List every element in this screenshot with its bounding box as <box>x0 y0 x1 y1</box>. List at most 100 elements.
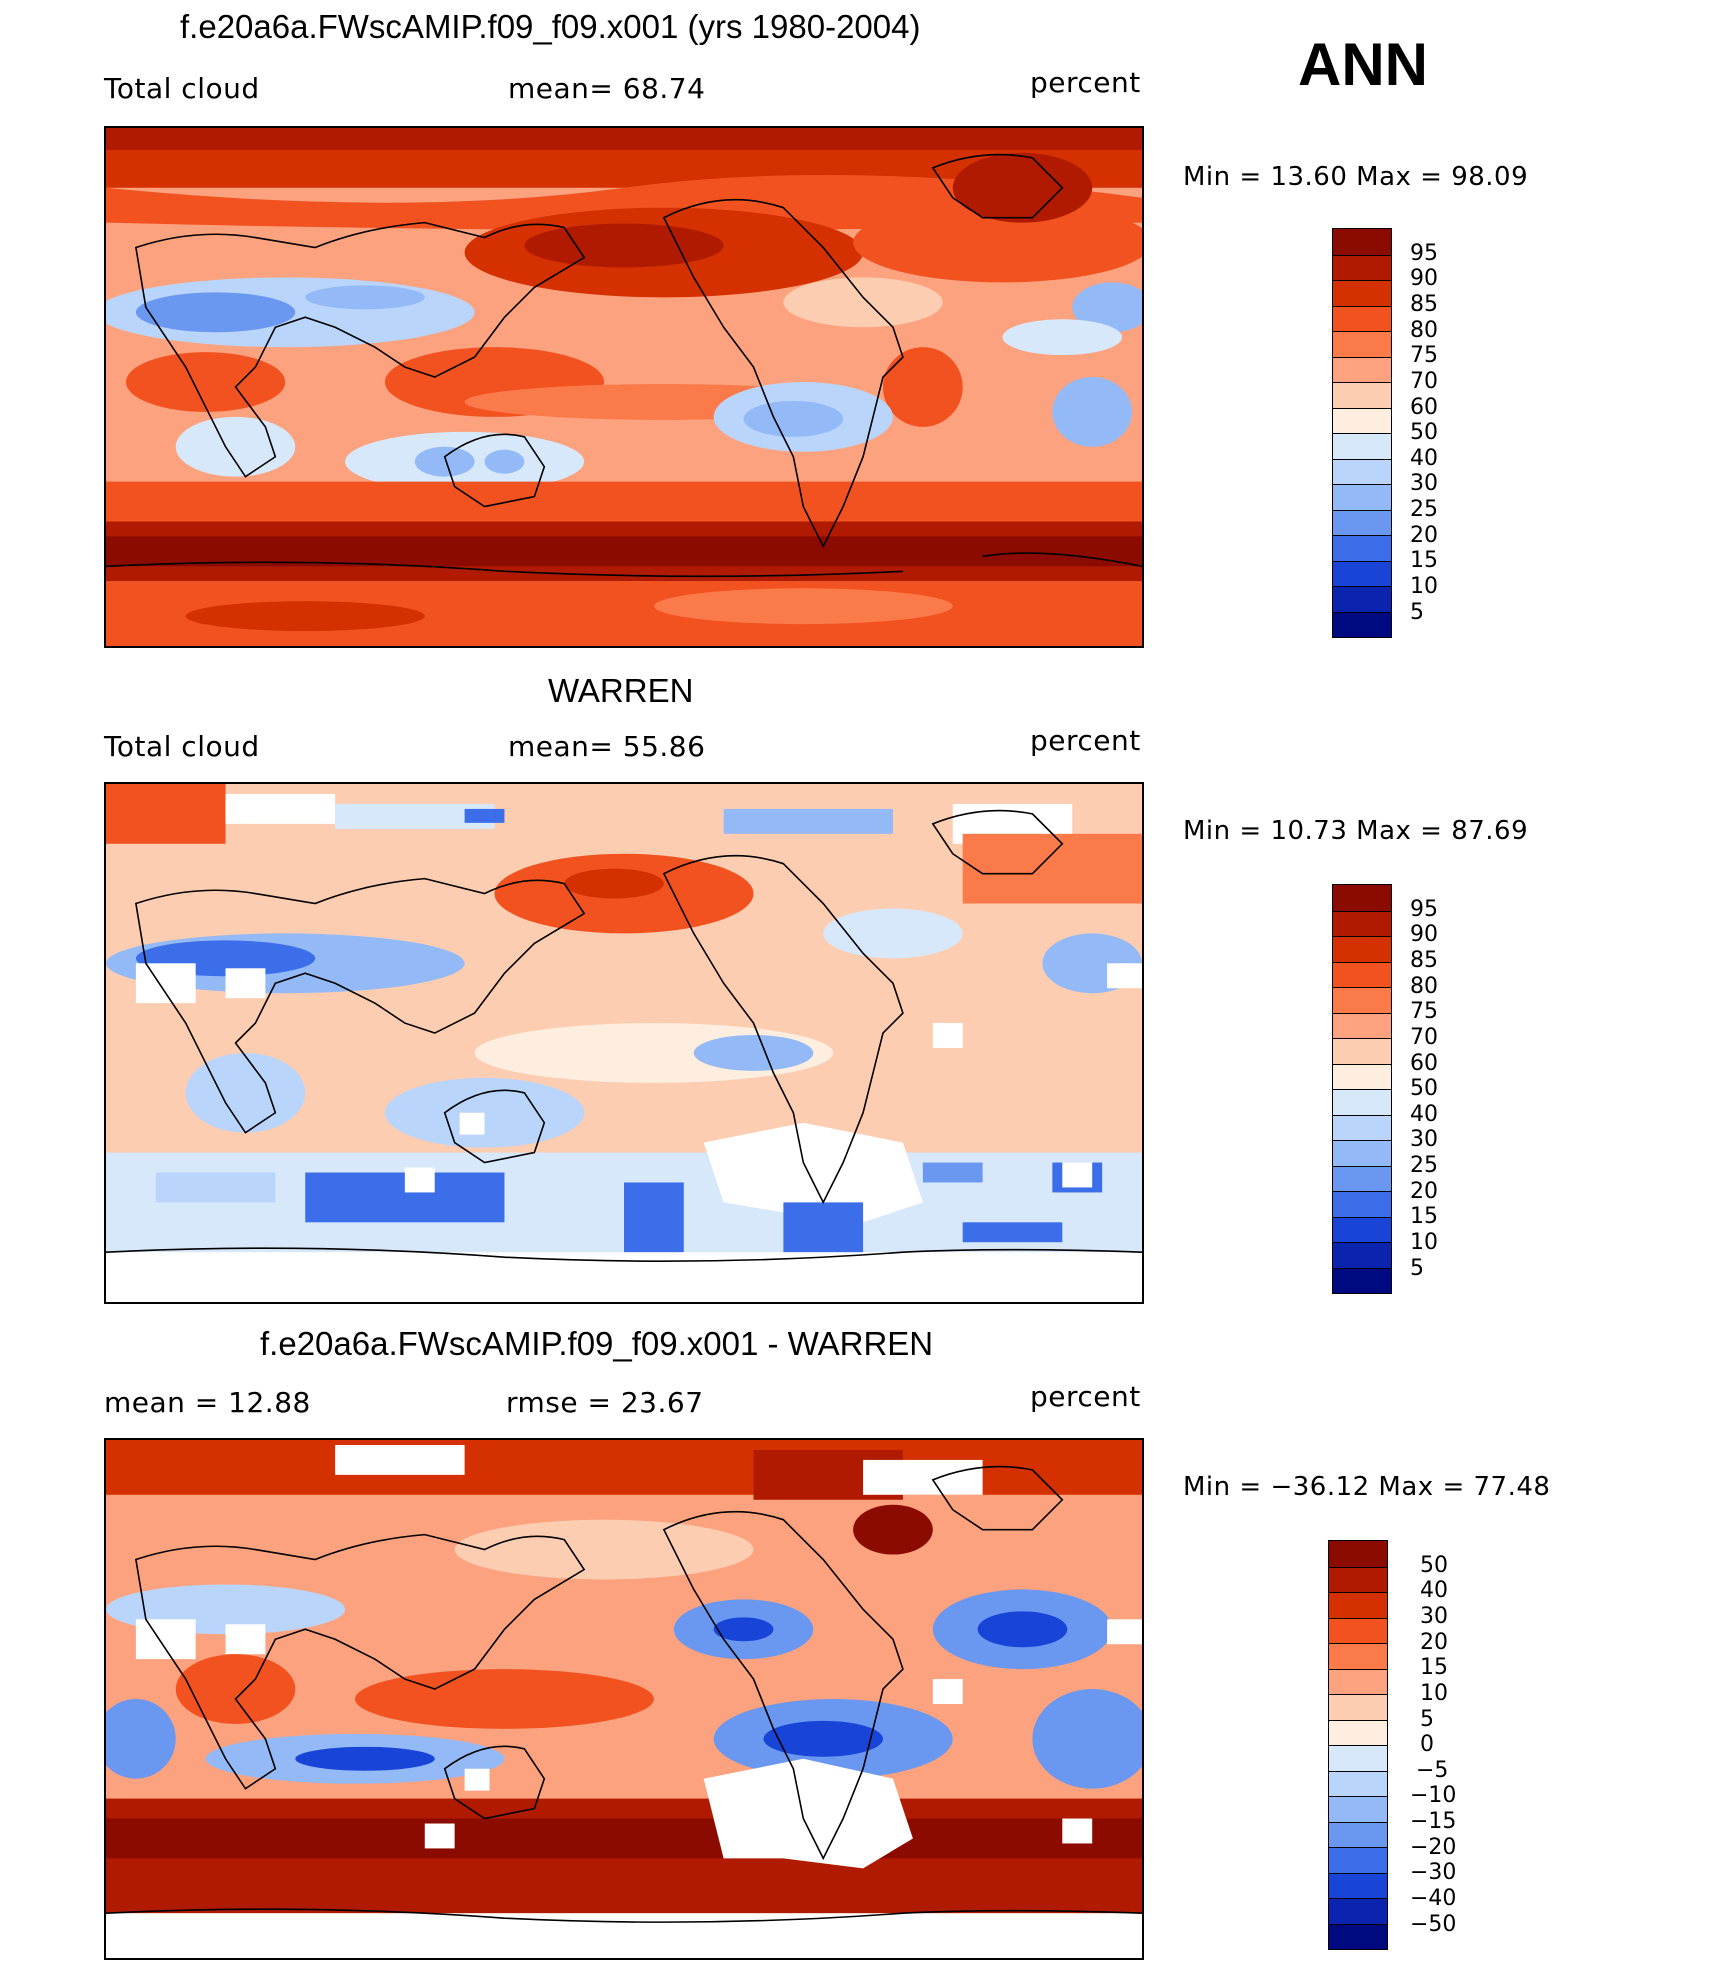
panel3-mean-label: mean = 12.88 <box>104 1386 311 1419</box>
colorbar-swatch <box>1329 1898 1387 1924</box>
panel2-mean-label: mean= 55.86 <box>508 730 706 763</box>
panel2-cbar-tick: 80 <box>1410 974 1438 999</box>
colorbar-swatch <box>1329 1617 1387 1643</box>
season-label: ANN <box>1298 31 1428 98</box>
panel2-cbar-tick: 20 <box>1410 1179 1438 1204</box>
colorbar-swatch <box>1333 1267 1391 1293</box>
colorbar-swatch <box>1333 1165 1391 1191</box>
panel1-minmax: Min = 13.60 Max = 98.09 <box>1183 162 1529 192</box>
panel2-cbar-tick: 10 <box>1410 1230 1438 1255</box>
panel3-cbar-tick: 30 <box>1420 1604 1448 1629</box>
panel3-difference-map <box>104 1438 1144 1960</box>
colorbar-swatch <box>1329 1872 1387 1898</box>
panel2-cbar-tick: 95 <box>1410 897 1438 922</box>
panel3-cbar-tick: −10 <box>1410 1783 1457 1808</box>
panel2-colorbar <box>1332 884 1392 1294</box>
panel1-cbar-tick: 30 <box>1410 471 1438 496</box>
panel1-cbar-tick: 20 <box>1410 523 1438 548</box>
colorbar-swatch <box>1333 936 1391 962</box>
panel3-cbar-tick: 15 <box>1420 1655 1448 1680</box>
colorbar-swatch <box>1333 611 1391 637</box>
panel3-rmse-label: rmse = 23.67 <box>506 1386 704 1419</box>
panel3-cbar-tick: 0 <box>1420 1732 1434 1757</box>
colorbar-swatch <box>1329 1745 1387 1771</box>
panel1-cbar-tick: 50 <box>1410 420 1438 445</box>
colorbar-swatch <box>1333 1191 1391 1217</box>
panel2-cbar-tick: 75 <box>1410 999 1438 1024</box>
panel3-cbar-tick: −30 <box>1410 1860 1457 1885</box>
panel1-cbar-tick: 10 <box>1410 574 1438 599</box>
colorbar-swatch <box>1333 356 1391 382</box>
panel3-cbar-tick: −15 <box>1410 1809 1457 1834</box>
panel3-colorbar <box>1328 1540 1388 1950</box>
panel3-map-graphic <box>106 1440 1142 1958</box>
panel2-cbar-tick: 15 <box>1410 1204 1438 1229</box>
colorbar-swatch <box>1333 382 1391 408</box>
panel3-cbar-tick: −5 <box>1416 1758 1449 1783</box>
panel1-cbar-tick: 40 <box>1410 446 1438 471</box>
panel2-warren-cloud-map <box>104 782 1144 1304</box>
panel1-mean-label: mean= 68.74 <box>508 72 706 105</box>
panel2-cbar-tick: 60 <box>1410 1051 1438 1076</box>
panel2-cbar-tick: 25 <box>1410 1153 1438 1178</box>
colorbar-swatch <box>1333 1038 1391 1064</box>
colorbar-swatch <box>1329 1643 1387 1669</box>
panel3-cbar-tick: 5 <box>1420 1707 1434 1732</box>
colorbar-swatch <box>1329 1541 1387 1567</box>
colorbar-swatch <box>1333 586 1391 612</box>
panel1-title: f.e20a6a.FWscAMIP.f09_f09.x001 (yrs 1980… <box>180 8 921 45</box>
colorbar-swatch <box>1329 1668 1387 1694</box>
panel2-cbar-tick: 50 <box>1410 1076 1438 1101</box>
colorbar-swatch <box>1333 229 1391 255</box>
panel3-minmax: Min = −36.12 Max = 77.48 <box>1183 1472 1551 1502</box>
panel3-cbar-tick: −40 <box>1410 1886 1457 1911</box>
colorbar-swatch <box>1329 1694 1387 1720</box>
colorbar-swatch <box>1333 987 1391 1013</box>
colorbar-swatch <box>1333 1114 1391 1140</box>
panel1-cbar-tick: 70 <box>1410 369 1438 394</box>
colorbar-swatch <box>1333 254 1391 280</box>
panel2-cbar-tick: 70 <box>1410 1025 1438 1050</box>
colorbar-swatch <box>1329 1770 1387 1796</box>
colorbar-swatch <box>1329 1923 1387 1949</box>
panel1-cbar-tick: 15 <box>1410 548 1438 573</box>
colorbar-swatch <box>1333 885 1391 911</box>
colorbar-swatch <box>1333 1089 1391 1115</box>
colorbar-swatch <box>1333 1063 1391 1089</box>
panel3-title: f.e20a6a.FWscAMIP.f09_f09.x001 - WARREN <box>260 1325 934 1362</box>
panel2-minmax: Min = 10.73 Max = 87.69 <box>1183 816 1529 846</box>
panel2-variable-label: Total cloud <box>104 730 260 763</box>
colorbar-swatch <box>1333 535 1391 561</box>
panel1-cbar-tick: 25 <box>1410 497 1438 522</box>
panel1-variable-label: Total cloud <box>104 72 260 105</box>
colorbar-swatch <box>1333 484 1391 510</box>
colorbar-swatch <box>1329 1847 1387 1873</box>
panel1-cbar-tick: 60 <box>1410 395 1438 420</box>
panel2-units-label: percent <box>1030 724 1141 757</box>
colorbar-swatch <box>1333 1012 1391 1038</box>
colorbar-swatch <box>1333 560 1391 586</box>
panel1-cbar-tick: 5 <box>1410 600 1424 625</box>
panel3-cbar-tick: −50 <box>1410 1912 1457 1937</box>
panel1-colorbar <box>1332 228 1392 638</box>
colorbar-swatch <box>1329 1719 1387 1745</box>
panel1-cbar-tick: 75 <box>1410 343 1438 368</box>
colorbar-swatch <box>1333 305 1391 331</box>
panel1-units-label: percent <box>1030 66 1141 99</box>
colorbar-swatch <box>1333 509 1391 535</box>
panel3-cbar-tick: 50 <box>1420 1553 1448 1578</box>
panel1-cbar-tick: 95 <box>1410 241 1438 266</box>
panel2-map-graphic <box>106 784 1142 1302</box>
panel3-cbar-tick: 10 <box>1420 1681 1448 1706</box>
colorbar-swatch <box>1329 1592 1387 1618</box>
panel2-cbar-tick: 30 <box>1410 1127 1438 1152</box>
panel2-cbar-tick: 85 <box>1410 948 1438 973</box>
panel1-map-graphic <box>106 128 1142 646</box>
panel1-cbar-tick: 80 <box>1410 318 1438 343</box>
panel2-cbar-tick: 5 <box>1410 1256 1424 1281</box>
panel3-cbar-tick: −20 <box>1410 1835 1457 1860</box>
colorbar-swatch <box>1333 433 1391 459</box>
colorbar-swatch <box>1333 280 1391 306</box>
panel2-title: WARREN <box>548 672 694 709</box>
panel3-units-label: percent <box>1030 1380 1141 1413</box>
